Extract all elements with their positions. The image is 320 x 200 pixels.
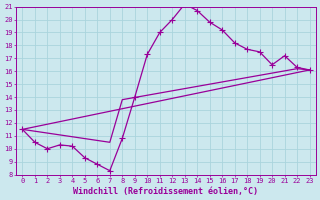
X-axis label: Windchill (Refroidissement éolien,°C): Windchill (Refroidissement éolien,°C) — [74, 187, 259, 196]
